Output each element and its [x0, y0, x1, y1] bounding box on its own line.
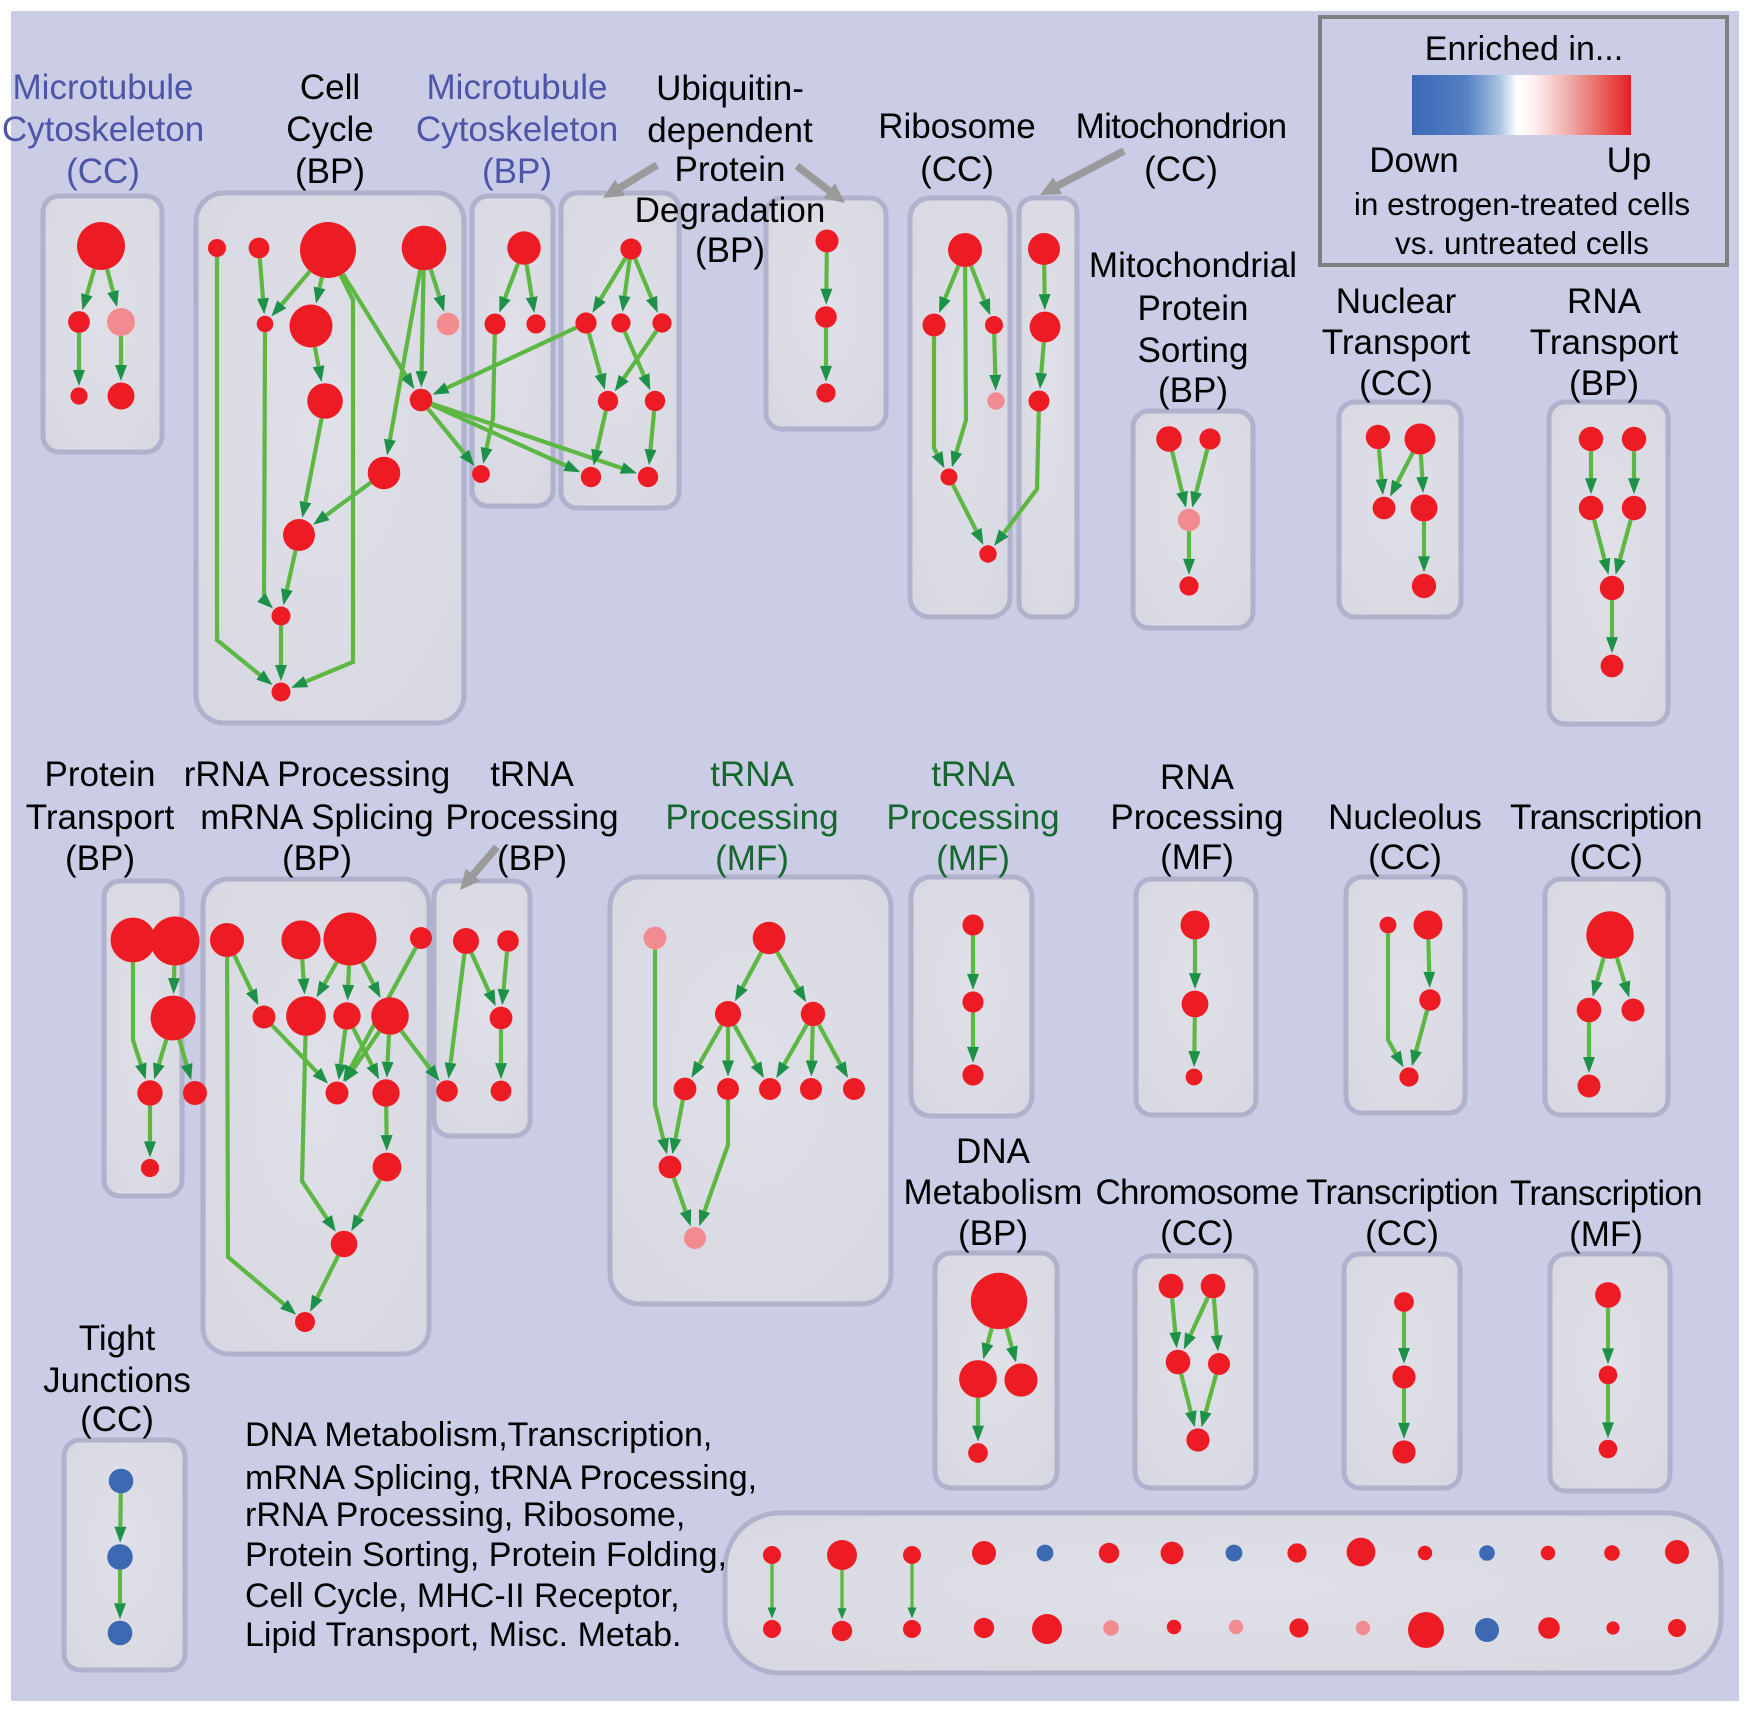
svg-text:tRNA: tRNA	[490, 755, 574, 794]
svg-text:Sorting: Sorting	[1138, 331, 1249, 370]
svg-text:(CC): (CC)	[1569, 838, 1643, 877]
svg-text:Metabolism: Metabolism	[904, 1173, 1083, 1212]
svg-text:(CC): (CC)	[1160, 1214, 1234, 1253]
svg-text:Junctions: Junctions	[43, 1361, 191, 1400]
svg-text:(CC): (CC)	[920, 150, 994, 189]
svg-text:Tight: Tight	[79, 1319, 156, 1358]
svg-text:Nucleolus: Nucleolus	[1328, 798, 1482, 837]
svg-text:dependent: dependent	[647, 111, 813, 150]
svg-text:vs. untreated cells: vs. untreated cells	[1395, 225, 1649, 261]
svg-text:Cytoskeleton: Cytoskeleton	[2, 110, 204, 149]
svg-text:Processing: Processing	[1110, 798, 1283, 837]
svg-text:in estrogen-treated cells: in estrogen-treated cells	[1354, 186, 1690, 222]
svg-text:Down: Down	[1369, 141, 1458, 180]
svg-text:(BP): (BP)	[958, 1214, 1028, 1253]
svg-text:Lipid Transport, Misc. Metab.: Lipid Transport, Misc. Metab.	[245, 1616, 682, 1654]
svg-text:Cycle: Cycle	[286, 110, 374, 149]
svg-text:Processing: Processing	[886, 798, 1059, 837]
svg-text:(BP): (BP)	[295, 152, 365, 191]
svg-text:(CC): (CC)	[1368, 838, 1442, 877]
svg-text:(BP): (BP)	[1158, 371, 1228, 410]
svg-text:Protein: Protein	[675, 150, 786, 189]
svg-text:(CC): (CC)	[1359, 364, 1433, 403]
svg-text:(CC): (CC)	[80, 1400, 154, 1439]
svg-text:Transport: Transport	[1322, 323, 1471, 362]
svg-text:DNA Metabolism,Transcription,: DNA Metabolism,Transcription,	[245, 1416, 712, 1454]
svg-text:Transport: Transport	[1530, 323, 1679, 362]
svg-text:(CC): (CC)	[66, 152, 140, 191]
svg-text:rRNA Processing, Ribosome,: rRNA Processing, Ribosome,	[245, 1496, 685, 1534]
svg-text:(MF): (MF)	[715, 839, 789, 878]
svg-text:mRNA Splicing, tRNA Processing: mRNA Splicing, tRNA Processing,	[245, 1459, 757, 1497]
svg-text:tRNA: tRNA	[710, 755, 794, 794]
svg-text:Protein: Protein	[1138, 289, 1249, 328]
svg-text:(BP): (BP)	[497, 839, 567, 878]
svg-text:Microtubule: Microtubule	[13, 68, 194, 107]
svg-text:Cytoskeleton: Cytoskeleton	[416, 110, 618, 149]
svg-text:Cell: Cell	[300, 68, 360, 107]
svg-text:Nuclear: Nuclear	[1336, 282, 1457, 321]
svg-text:Cell Cycle, MHC-II Receptor,: Cell Cycle, MHC-II Receptor,	[245, 1577, 680, 1615]
svg-text:Processing: Processing	[445, 798, 618, 837]
svg-text:RNA: RNA	[1567, 282, 1642, 321]
svg-text:(MF): (MF)	[1160, 838, 1234, 877]
svg-text:(BP): (BP)	[282, 839, 352, 878]
svg-text:Transport: Transport	[26, 798, 175, 837]
svg-text:(CC): (CC)	[1365, 1214, 1439, 1253]
svg-text:Processing: Processing	[665, 798, 838, 837]
svg-text:Chromosome: Chromosome	[1095, 1173, 1298, 1212]
svg-text:(MF): (MF)	[1569, 1215, 1643, 1254]
svg-text:tRNA: tRNA	[931, 755, 1015, 794]
svg-text:Protein: Protein	[45, 755, 156, 794]
svg-text:Ribosome: Ribosome	[878, 107, 1036, 146]
svg-text:mRNA Splicing: mRNA Splicing	[200, 798, 433, 837]
svg-text:(BP): (BP)	[695, 231, 765, 270]
svg-text:(MF): (MF)	[936, 839, 1010, 878]
svg-text:Transcription: Transcription	[1510, 1174, 1702, 1213]
svg-text:Transcription: Transcription	[1306, 1173, 1498, 1212]
svg-text:Microtubule: Microtubule	[427, 68, 608, 107]
svg-text:Up: Up	[1607, 141, 1652, 180]
svg-text:Transcription: Transcription	[1510, 798, 1702, 837]
svg-text:rRNA Processing: rRNA Processing	[184, 755, 450, 794]
svg-text:Protein Sorting, Protein Foldi: Protein Sorting, Protein Folding,	[245, 1536, 727, 1574]
svg-text:(BP): (BP)	[1569, 364, 1639, 403]
svg-text:Degradation: Degradation	[635, 191, 826, 230]
svg-text:DNA: DNA	[956, 1132, 1031, 1171]
svg-text:Ubiquitin-: Ubiquitin-	[656, 69, 804, 108]
svg-text:RNA: RNA	[1160, 758, 1235, 797]
svg-text:(BP): (BP)	[65, 839, 135, 878]
svg-text:Enriched in...: Enriched in...	[1425, 30, 1623, 68]
svg-text:Mitochondrial: Mitochondrial	[1089, 246, 1297, 285]
svg-text:(BP): (BP)	[482, 152, 552, 191]
svg-text:Mitochondrion: Mitochondrion	[1076, 107, 1287, 146]
svg-text:(CC): (CC)	[1144, 150, 1218, 189]
